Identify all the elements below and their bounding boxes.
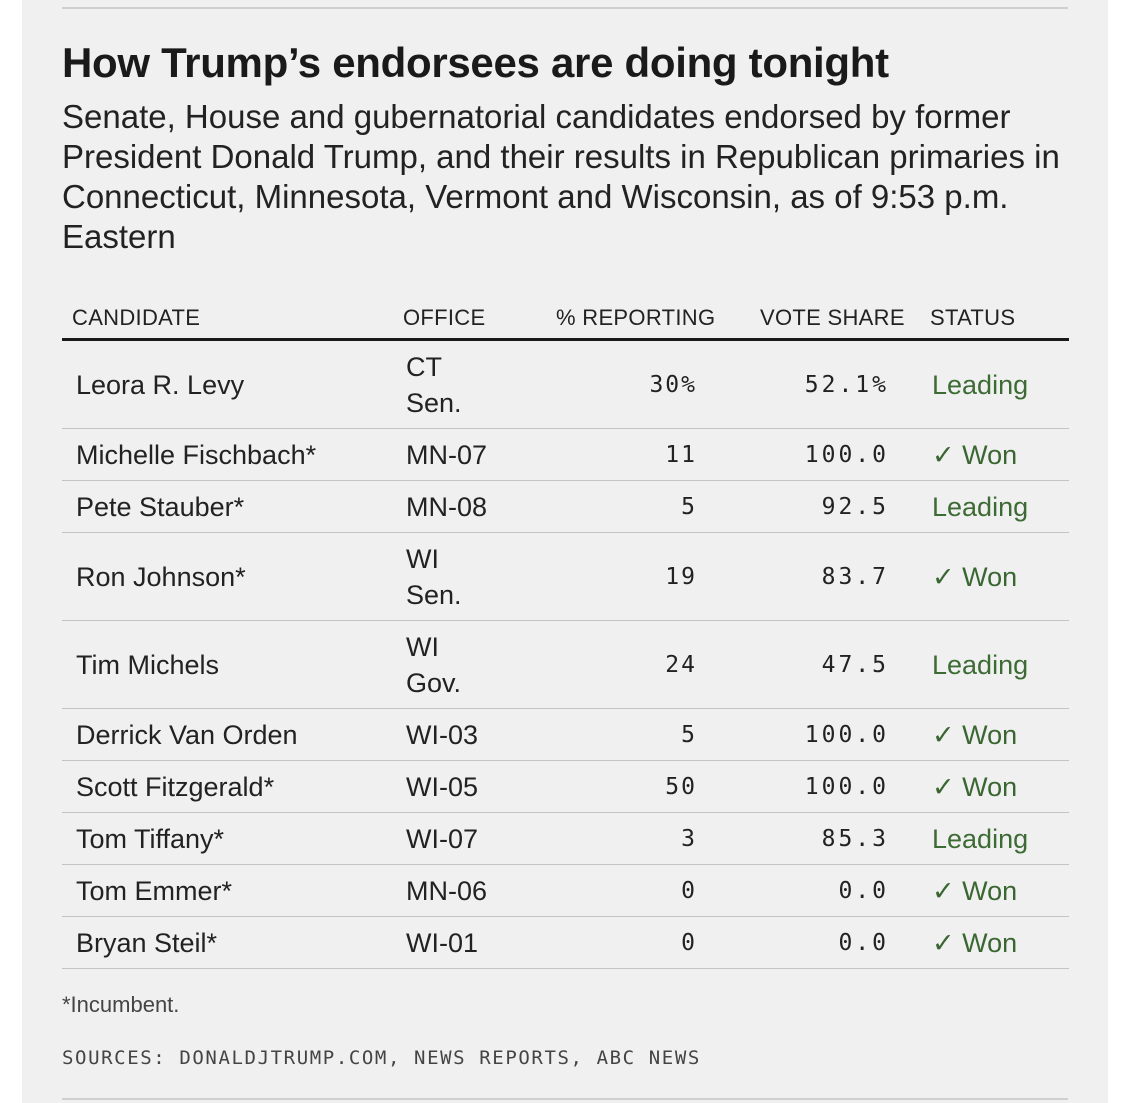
status-badge: ✓ Won	[932, 927, 1018, 958]
top-divider	[62, 7, 1068, 9]
sources-line: SOURCES: DONALDJTRUMP.COM, NEWS REPORTS,…	[62, 1047, 701, 1069]
office-label: MN-07	[406, 439, 488, 470]
office-label: CT Sen.	[406, 351, 462, 418]
vote-share-value: 85.3	[821, 825, 889, 852]
candidate-name: Tom Tiffany*	[76, 823, 225, 854]
office-cell: MN-06	[406, 865, 546, 916]
office-cell: WI-03	[406, 709, 546, 760]
vote-share-value: 52.1%	[804, 371, 889, 398]
reporting-value: 5	[681, 721, 697, 748]
vote-share-value: 0.0	[838, 929, 889, 956]
header-candidate: CANDIDATE	[72, 305, 201, 330]
reporting-value: 30%	[649, 371, 697, 398]
office-label: WI-03	[406, 719, 479, 750]
office-cell: WI Sen.	[406, 533, 546, 620]
header-status: STATUS	[930, 305, 1016, 330]
table-row: Scott Fitzgerald* WI-05 50 100.0 ✓ Won	[62, 761, 1069, 813]
candidate-name: Tim Michels	[76, 649, 220, 680]
vote-share-value: 100.0	[804, 721, 889, 748]
status-badge: ✓ Won	[932, 875, 1018, 906]
status-badge: Leading	[932, 823, 1029, 854]
vote-share-value: 100.0	[804, 441, 889, 468]
office-cell: MN-07	[406, 429, 546, 480]
table-row: Tim Michels WI Gov. 24 47.5 Leading	[62, 621, 1069, 709]
office-label: WI Gov.	[406, 631, 462, 698]
header-reporting: % REPORTING	[556, 305, 716, 330]
office-cell: WI-01	[406, 917, 546, 968]
office-label: WI-01	[406, 927, 479, 958]
office-label: MN-08	[406, 491, 488, 522]
candidate-name: Derrick Van Orden	[76, 719, 298, 750]
office-label: MN-06	[406, 875, 488, 906]
reporting-value: 3	[681, 825, 697, 852]
candidate-name: Pete Stauber*	[76, 491, 245, 522]
office-label: WI Sen.	[406, 543, 462, 610]
office-label: WI-05	[406, 771, 479, 802]
reporting-value: 50	[665, 773, 697, 800]
status-badge: ✓ Won	[932, 771, 1018, 802]
candidate-name: Leora R. Levy	[76, 369, 245, 400]
reporting-value: 11	[665, 441, 697, 468]
table-row: Michelle Fischbach* MN-07 11 100.0 ✓ Won	[62, 429, 1069, 481]
candidate-name: Ron Johnson*	[76, 561, 246, 592]
status-badge: Leading	[932, 369, 1029, 400]
status-badge: ✓ Won	[932, 719, 1018, 750]
graphic-subtitle: Senate, House and gubernatorial candidat…	[62, 98, 1060, 255]
status-badge: ✓ Won	[932, 439, 1018, 470]
office-cell: WI-05	[406, 761, 546, 812]
office-cell: WI Gov.	[406, 621, 546, 708]
header-office: OFFICE	[403, 305, 486, 330]
reporting-value: 5	[681, 493, 697, 520]
incumbent-footnote: *Incumbent.	[62, 992, 180, 1017]
reporting-value: 0	[681, 929, 697, 956]
table-row: Tom Emmer* MN-06 0 0.0 ✓ Won	[62, 865, 1069, 917]
table-row: Ron Johnson* WI Sen. 19 83.7 ✓ Won	[62, 533, 1069, 621]
status-badge: Leading	[932, 491, 1029, 522]
table-row: Bryan Steil* WI-01 0 0.0 ✓ Won	[62, 917, 1069, 969]
graphic-panel	[22, 0, 1108, 1103]
table-row: Derrick Van Orden WI-03 5 100.0 ✓ Won	[62, 709, 1069, 761]
vote-share-value: 100.0	[804, 773, 889, 800]
status-badge: ✓ Won	[932, 561, 1018, 592]
candidate-name: Scott Fitzgerald*	[76, 771, 275, 802]
reporting-value: 0	[681, 877, 697, 904]
vote-share-value: 92.5	[821, 493, 889, 520]
office-cell: WI-07	[406, 813, 546, 864]
results-table: CANDIDATE OFFICE % REPORTING VOTE SHARE …	[62, 296, 1069, 969]
candidate-name: Bryan Steil*	[76, 927, 218, 958]
vote-share-value: 0.0	[838, 877, 889, 904]
bottom-divider	[62, 1098, 1068, 1100]
office-label: WI-07	[406, 823, 479, 854]
office-cell: CT Sen.	[406, 341, 546, 428]
table-row: Tom Tiffany* WI-07 3 85.3 Leading	[62, 813, 1069, 865]
vote-share-value: 47.5	[821, 651, 889, 678]
vote-share-value: 83.7	[821, 563, 889, 590]
reporting-value: 19	[665, 563, 697, 590]
table-row: Pete Stauber* MN-08 5 92.5 Leading	[62, 481, 1069, 533]
table-header: CANDIDATE OFFICE % REPORTING VOTE SHARE …	[62, 296, 1069, 341]
reporting-value: 24	[665, 651, 697, 678]
table-row: Leora R. Levy CT Sen. 30% 52.1% Leading	[62, 341, 1069, 429]
graphic-title: How Trump’s endorsees are doing tonight	[62, 39, 889, 86]
status-badge: Leading	[932, 649, 1029, 680]
header-vote-share: VOTE SHARE	[760, 305, 905, 330]
office-cell: MN-08	[406, 481, 546, 532]
candidate-name: Tom Emmer*	[76, 875, 233, 906]
candidate-name: Michelle Fischbach*	[76, 439, 317, 470]
